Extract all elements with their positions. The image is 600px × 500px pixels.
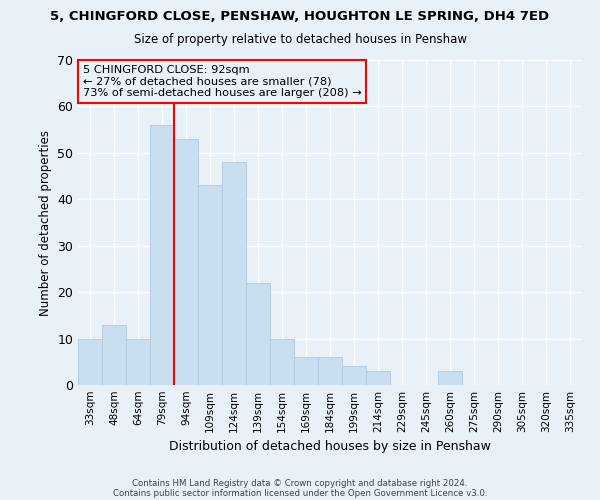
Bar — [102, 324, 126, 385]
Bar — [222, 162, 246, 385]
Text: 5 CHINGFORD CLOSE: 92sqm
← 27% of detached houses are smaller (78)
73% of semi-d: 5 CHINGFORD CLOSE: 92sqm ← 27% of detach… — [83, 65, 362, 98]
Bar — [174, 139, 198, 385]
Bar — [270, 338, 294, 385]
Bar — [342, 366, 366, 385]
Bar — [78, 338, 102, 385]
X-axis label: Distribution of detached houses by size in Penshaw: Distribution of detached houses by size … — [169, 440, 491, 454]
Bar — [126, 338, 150, 385]
Bar — [246, 283, 270, 385]
Text: Contains HM Land Registry data © Crown copyright and database right 2024.: Contains HM Land Registry data © Crown c… — [132, 478, 468, 488]
Bar — [294, 357, 318, 385]
Bar — [198, 186, 222, 385]
Bar — [366, 371, 390, 385]
Text: 5, CHINGFORD CLOSE, PENSHAW, HOUGHTON LE SPRING, DH4 7ED: 5, CHINGFORD CLOSE, PENSHAW, HOUGHTON LE… — [50, 10, 550, 23]
Bar — [150, 125, 174, 385]
Y-axis label: Number of detached properties: Number of detached properties — [38, 130, 52, 316]
Text: Contains public sector information licensed under the Open Government Licence v3: Contains public sector information licen… — [113, 488, 487, 498]
Text: Size of property relative to detached houses in Penshaw: Size of property relative to detached ho… — [133, 32, 467, 46]
Bar — [318, 357, 342, 385]
Bar — [438, 371, 462, 385]
